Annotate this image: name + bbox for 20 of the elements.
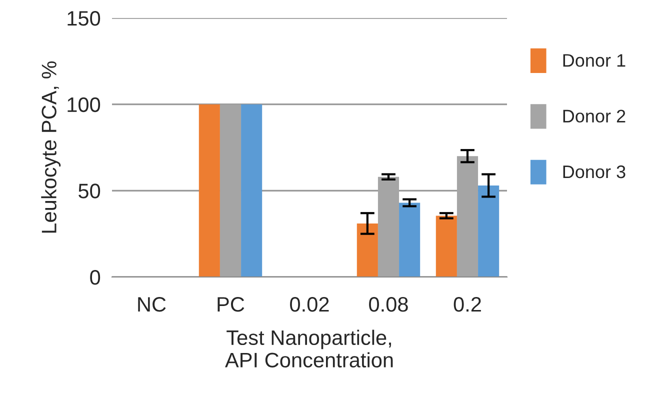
legend-label: Donor 1	[563, 54, 626, 67]
x-tick-label: 0.08	[369, 296, 408, 312]
bar	[478, 185, 500, 277]
x-axis-title: Test Nanoparticle, API Concentration	[225, 330, 393, 368]
x-tick-label: PC	[218, 296, 244, 312]
y-tick-label: 100	[68, 97, 100, 112]
bar	[198, 104, 220, 277]
y-tick-label: 150	[68, 11, 100, 26]
x-tick-label: 0.2	[454, 296, 481, 312]
y-tick-label: 50	[78, 184, 100, 198]
x-tick-label: 0.02	[290, 296, 329, 312]
bar	[241, 104, 262, 277]
y-tick-label: 0	[90, 270, 100, 285]
x-tick-label: NC	[138, 296, 166, 312]
legend-label: Donor 2	[563, 110, 626, 123]
bar	[399, 202, 420, 277]
bar	[436, 216, 457, 277]
y-axis-title: Leukocyte PCA, %	[41, 61, 61, 233]
legend-label: Donor 3	[563, 165, 626, 178]
bar	[356, 223, 378, 277]
